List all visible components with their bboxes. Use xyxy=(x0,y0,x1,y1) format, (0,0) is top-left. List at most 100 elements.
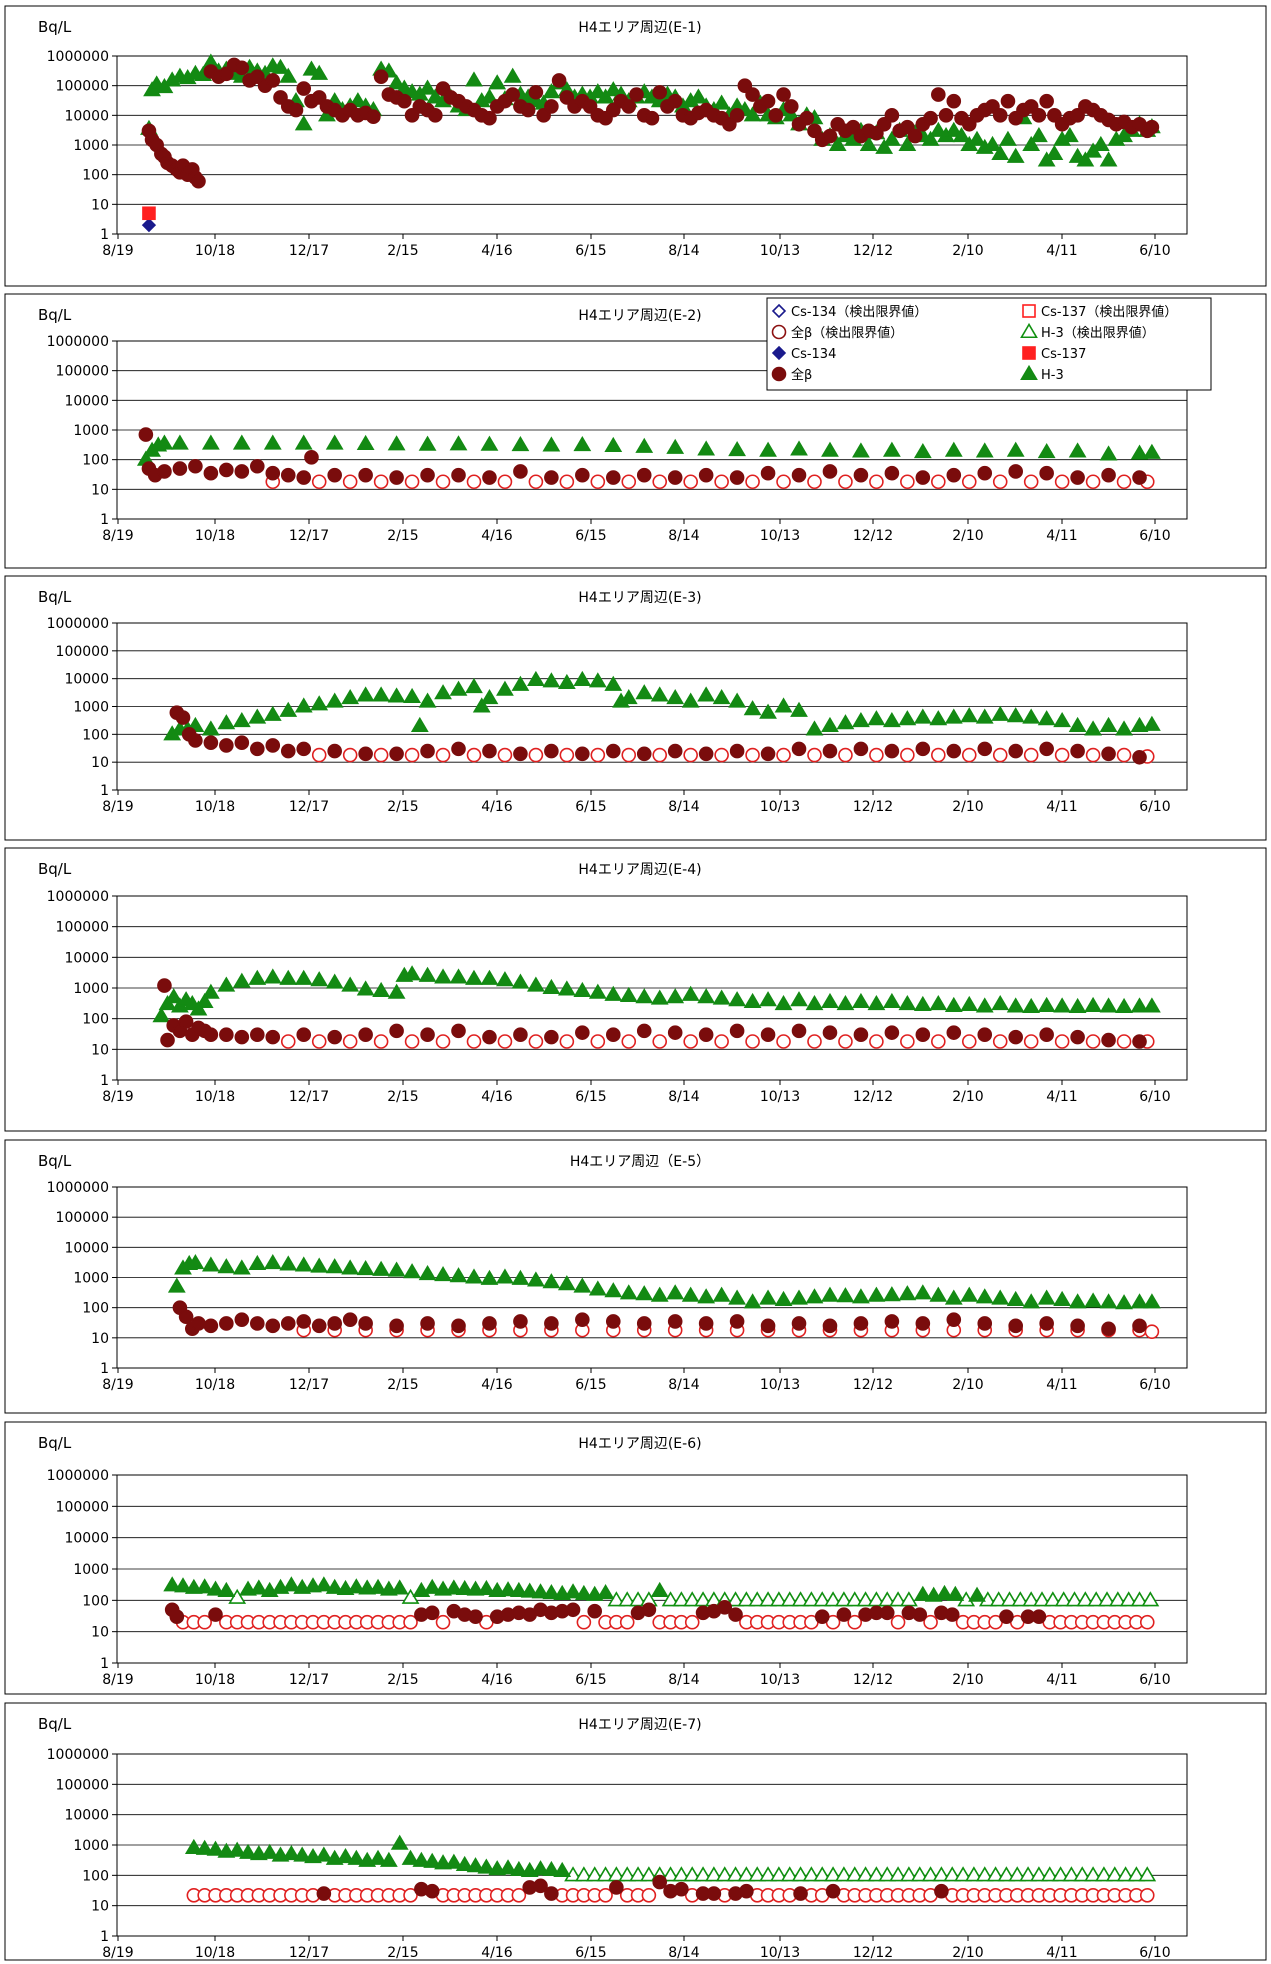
y-tick-label: 10000 xyxy=(64,950,109,966)
data-point xyxy=(1054,1034,1070,1049)
x-tick-label: 2/10 xyxy=(952,1945,983,1961)
data-point xyxy=(1132,1034,1147,1049)
data-point xyxy=(977,465,993,481)
data-point xyxy=(621,474,637,490)
data-point xyxy=(373,747,389,763)
y-tick-label: 1000 xyxy=(73,1838,109,1854)
y-tick-label: 1000 xyxy=(73,1562,109,1578)
data-point xyxy=(1062,1866,1081,1882)
x-tick-label: 4/16 xyxy=(481,528,513,544)
data-point xyxy=(729,743,745,759)
data-point xyxy=(1101,1321,1116,1337)
data-point xyxy=(1143,1293,1161,1309)
data-point xyxy=(1054,747,1070,763)
data-point xyxy=(435,1034,451,1049)
series-triangle-filled xyxy=(152,965,1161,1023)
data-point xyxy=(296,1027,312,1043)
data-point xyxy=(296,1314,312,1329)
y-tick-label: 1000000 xyxy=(47,1468,109,1484)
data-point xyxy=(726,1591,745,1607)
data-point xyxy=(712,989,731,1005)
data-point xyxy=(853,1316,869,1331)
data-point xyxy=(853,741,869,757)
data-point xyxy=(991,994,1010,1011)
data-point xyxy=(1006,707,1025,723)
data-point xyxy=(142,206,156,221)
data-point xyxy=(882,1286,901,1302)
data-point xyxy=(1022,997,1041,1014)
data-point xyxy=(681,1286,700,1302)
data-point xyxy=(544,743,559,759)
data-point xyxy=(472,697,491,713)
data-point xyxy=(960,707,979,723)
y-tick-label: 1 xyxy=(100,783,109,799)
data-point xyxy=(769,1591,788,1607)
data-point xyxy=(401,1849,420,1865)
data-point xyxy=(946,467,962,483)
data-point xyxy=(774,994,793,1011)
data-point xyxy=(341,689,360,705)
x-tick-label: 2/15 xyxy=(387,528,418,544)
series-circle-open xyxy=(311,747,1155,764)
data-point xyxy=(737,1591,756,1607)
x-tick-label: 12/17 xyxy=(289,1377,329,1393)
data-point xyxy=(234,1312,250,1327)
data-point xyxy=(585,1866,604,1882)
data-point xyxy=(667,1314,683,1329)
data-point xyxy=(621,1034,637,1049)
data-point xyxy=(310,1257,329,1273)
data-point xyxy=(869,747,884,763)
data-point xyxy=(249,458,265,474)
x-tick-label: 6/15 xyxy=(575,1672,606,1688)
data-point xyxy=(513,1027,528,1043)
data-point xyxy=(590,474,606,490)
data-point xyxy=(929,121,948,137)
data-point xyxy=(934,1883,949,1899)
data-point xyxy=(1070,1318,1085,1334)
data-point xyxy=(776,747,791,763)
data-point xyxy=(358,746,373,762)
data-point xyxy=(667,470,683,485)
data-point xyxy=(531,1583,550,1599)
data-point xyxy=(296,741,312,757)
data-point xyxy=(697,686,716,702)
data-point xyxy=(1008,464,1024,479)
data-point xyxy=(477,1579,496,1596)
legend-label: Cs-134 xyxy=(791,347,836,362)
y-tick-label: 1 xyxy=(100,1073,109,1089)
data-point xyxy=(208,1607,223,1622)
data-point xyxy=(369,1578,387,1594)
y-unit-label: Bq/L xyxy=(38,1715,72,1733)
data-point xyxy=(477,1858,496,1874)
data-point xyxy=(793,1886,808,1901)
data-point xyxy=(559,747,575,763)
data-point xyxy=(279,969,298,985)
data-point xyxy=(889,1866,907,1882)
data-point xyxy=(171,434,189,450)
data-point xyxy=(760,93,776,109)
data-point xyxy=(444,1853,463,1869)
data-point xyxy=(1022,1591,1041,1607)
data-point xyxy=(728,991,747,1007)
data-point xyxy=(1143,715,1161,731)
data-point xyxy=(683,474,698,490)
series-circle-open xyxy=(175,1614,1155,1630)
data-point xyxy=(1119,1591,1138,1607)
data-point xyxy=(531,1860,550,1876)
data-point xyxy=(559,474,575,490)
data-point xyxy=(697,440,716,456)
data-point xyxy=(745,87,760,102)
chart-panel-e1: Bq/L H4エリア周辺(E-1) 1000000 100000 10000 1000 10… xyxy=(4,5,1267,287)
data-point xyxy=(163,1576,182,1592)
x-tick-label: 10/13 xyxy=(760,243,800,259)
x-tick-label: 12/12 xyxy=(853,1945,893,1961)
data-point xyxy=(544,1886,559,1901)
data-point xyxy=(544,470,559,485)
series-circle-open xyxy=(280,1034,1155,1049)
legend-label: Cs-137 xyxy=(1041,347,1086,362)
data-point xyxy=(387,983,406,999)
data-point xyxy=(910,1866,929,1882)
data-point xyxy=(526,976,545,992)
data-point xyxy=(1143,997,1161,1013)
